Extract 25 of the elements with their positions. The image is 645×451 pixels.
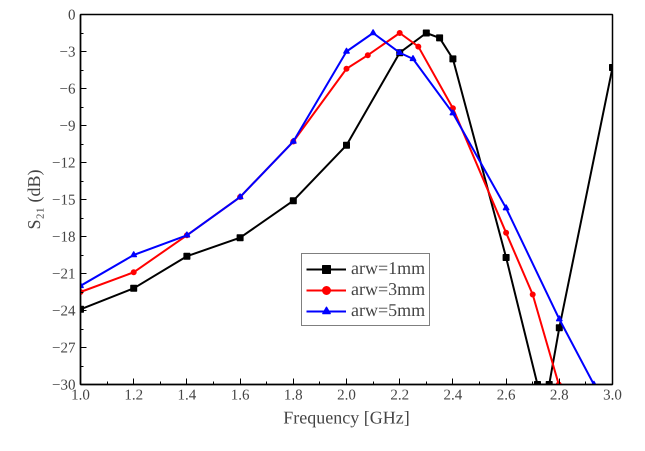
x-tick-label: 3.0 [603,388,622,404]
y-tick-label: −6 [60,82,76,98]
legend-label: arw=3mm [351,279,426,300]
y-tick-label: −15 [52,192,76,208]
x-axis-title: Frequency [GHz] [283,408,410,428]
x-tick-label: 1.2 [124,388,144,404]
x-tick-label: 2.8 [550,388,569,404]
y-tick-label: −27 [52,340,76,356]
y-tick-label: −21 [52,266,76,282]
legend-label: arw=5mm [351,300,426,321]
x-tick-label: 2.4 [444,388,463,404]
y-tick-label: −12 [52,156,76,172]
y-tick-label: −18 [52,230,76,246]
x-tick-label: 2.0 [337,388,356,404]
y-tick-label: −3 [60,44,76,60]
y-axis-title: S₂₁ (dB) [24,169,44,230]
y-tick-label: −9 [60,118,76,134]
x-tick-label: 1.6 [230,388,250,404]
x-tick-label: 2.2 [390,388,410,404]
y-tick-label: −24 [52,304,76,320]
x-tick-label: 2.6 [496,388,516,404]
x-tick-label: 1.8 [284,388,303,404]
legend-label: arw=1mm [351,258,426,279]
x-tick-label: 1.4 [178,388,197,404]
y-tick-label: 0 [68,8,76,24]
